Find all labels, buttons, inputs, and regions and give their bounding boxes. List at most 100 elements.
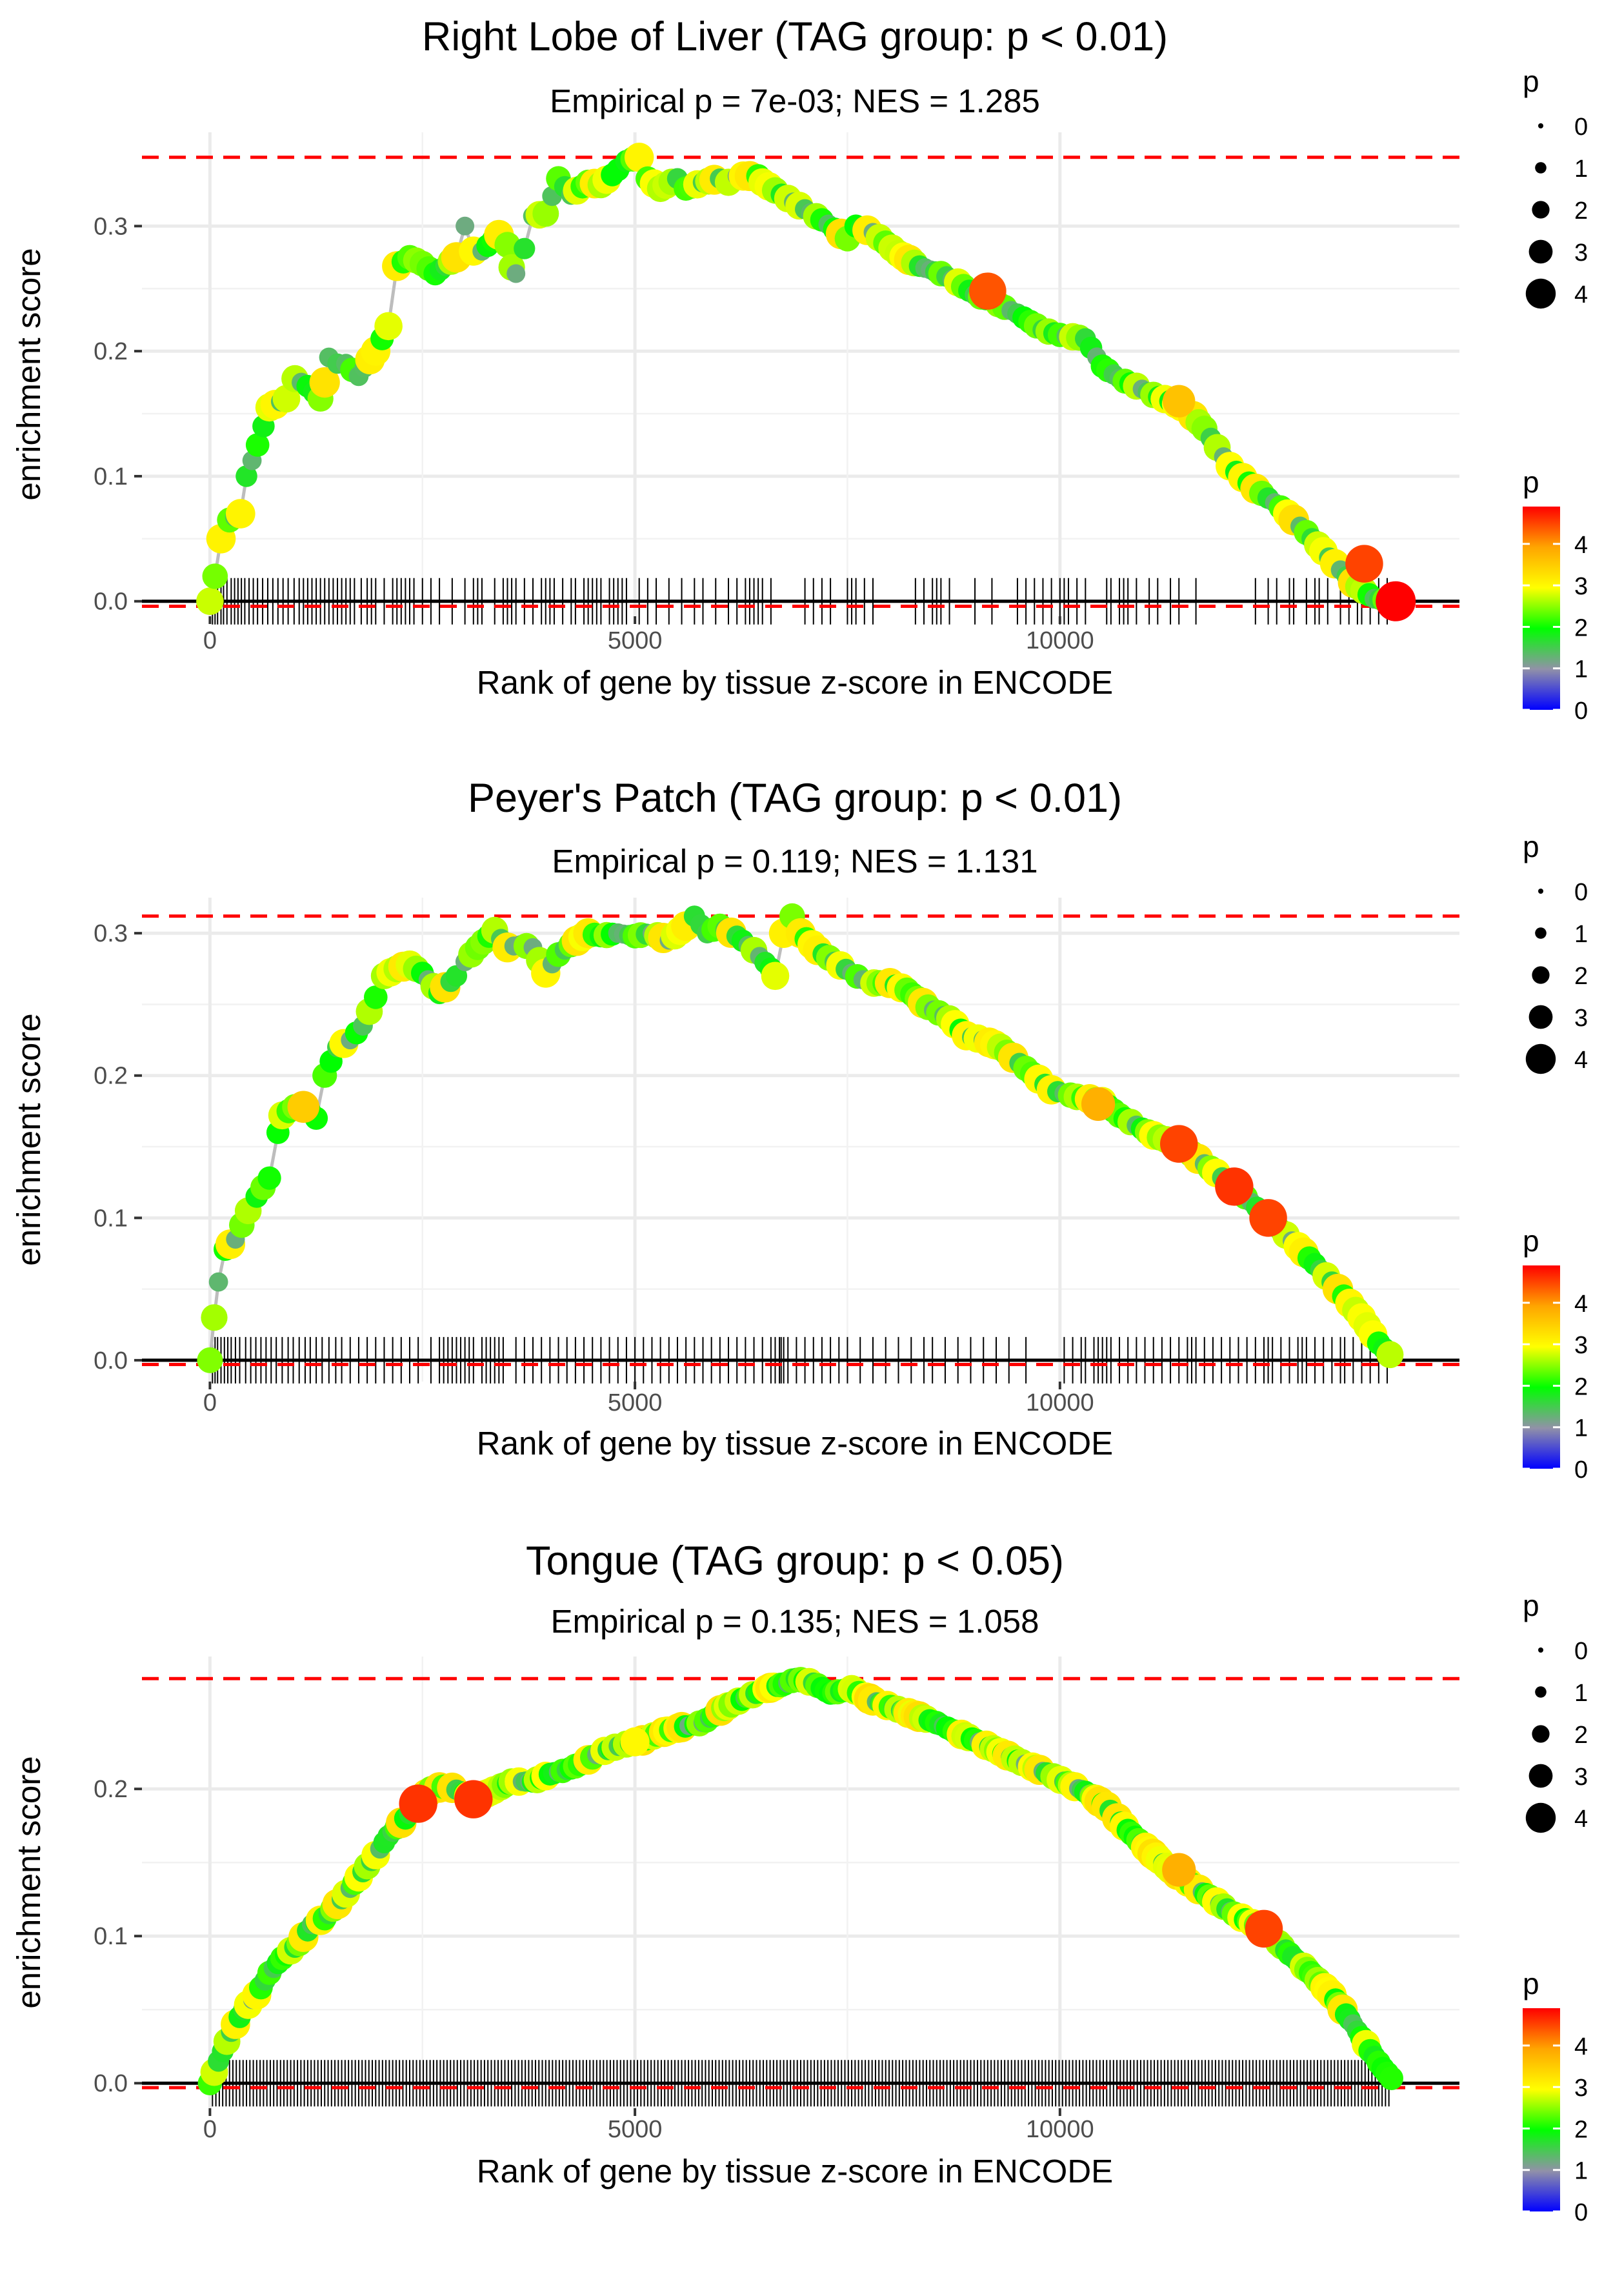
highlight-point [1245, 1909, 1283, 1948]
colorbar-label: 2 [1574, 2116, 1588, 2143]
size-legend-key [1525, 1043, 1556, 1074]
y-tick-label: 0.1 [94, 1923, 128, 1950]
highlight-point [1163, 385, 1196, 418]
gene-point [364, 985, 388, 1009]
size-legend-key [1535, 1686, 1547, 1698]
highlight-point [1215, 1167, 1254, 1206]
chart-title: Peyer's Patch (TAG group: p < 0.01) [468, 776, 1122, 821]
size-legend-label: 0 [1574, 114, 1588, 141]
highlight-point [1249, 1199, 1287, 1237]
colorbar-label: 4 [1574, 2033, 1588, 2060]
colorbar [1523, 1265, 1560, 1469]
x-tick-label: 10000 [1026, 1389, 1094, 1416]
gene-point [374, 312, 403, 341]
chart-subtitle: Empirical p = 7e-03; NES = 1.285 [550, 83, 1040, 119]
size-legend-key [1532, 966, 1550, 984]
y-axis-label: enrichment score [10, 1013, 47, 1265]
colorbar-label: 3 [1574, 1332, 1588, 1359]
highlight-point [969, 272, 1007, 310]
size-legend-label: 1 [1574, 1680, 1588, 1707]
y-tick-label: 0.3 [94, 920, 128, 947]
colorbar-label: 1 [1574, 2158, 1588, 2185]
gene-point [201, 1304, 228, 1331]
chart-title: Tongue (TAG group: p < 0.05) [526, 1538, 1064, 1584]
size-legend-key [1532, 1725, 1550, 1743]
highlight-point [1376, 581, 1416, 621]
gene-points [196, 143, 1416, 621]
gene-point [197, 1347, 223, 1373]
gene-point [761, 962, 790, 991]
x-axis-label: Rank of gene by tissue z-score in ENCODE [477, 1425, 1113, 1462]
gene-point [235, 465, 257, 487]
chart-svg: Right Lobe of Liver (TAG group: p < 0.01… [10, 14, 1588, 725]
gene-point [309, 367, 340, 398]
gene-points [197, 903, 1404, 1373]
gene-point [202, 563, 228, 589]
size-legend-key [1538, 123, 1543, 128]
y-tick-label: 0.2 [94, 1776, 128, 1803]
chart-subtitle: Empirical p = 0.135; NES = 1.058 [551, 1603, 1039, 1640]
highlight-point [1081, 1087, 1116, 1121]
size-legend-key [1538, 1647, 1543, 1653]
gene-point [532, 200, 559, 227]
gene-point [1376, 1341, 1404, 1369]
x-tick-label: 0 [203, 1389, 217, 1416]
size-legend-title: p [1523, 1589, 1539, 1622]
colorbar-label: 2 [1574, 614, 1588, 641]
chart-title: Right Lobe of Liver (TAG group: p < 0.01… [422, 14, 1168, 59]
y-tick-label: 0.1 [94, 1205, 128, 1232]
chart-svg: Peyer's Patch (TAG group: p < 0.01) Empir… [10, 776, 1588, 1484]
gene-point [226, 499, 255, 529]
colorbar-label: 3 [1574, 2075, 1588, 2102]
chart-subtitle: Empirical p = 0.119; NES = 1.131 [552, 843, 1037, 880]
size-legend-key [1525, 1802, 1556, 1833]
x-tick-label: 5000 [608, 1389, 663, 1416]
y-axis-label: enrichment score [10, 248, 47, 500]
color-legend-title: p [1523, 1224, 1539, 1258]
highlight-point [287, 1091, 320, 1123]
size-legend-key [1525, 278, 1556, 309]
size-legend-label: 0 [1574, 1638, 1588, 1665]
colorbar-label: 0 [1574, 1456, 1588, 1484]
highlight-point [454, 1780, 493, 1818]
size-legend-label: 2 [1574, 963, 1588, 990]
gene-point [257, 1166, 281, 1190]
size-legend-title: p [1523, 65, 1539, 98]
x-tick-label: 5000 [608, 627, 663, 654]
size-legend-key [1528, 239, 1553, 264]
size-legend-key [1528, 1764, 1553, 1788]
size-legend-label: 4 [1574, 281, 1588, 308]
size-legend-label: 1 [1574, 156, 1588, 183]
size-legend-label: 4 [1574, 1047, 1588, 1074]
x-tick-label: 10000 [1026, 627, 1094, 654]
y-tick-label: 0.2 [94, 338, 128, 365]
x-axis-label: Rank of gene by tissue z-score in ENCODE [477, 664, 1113, 701]
size-legend-label: 3 [1574, 239, 1588, 267]
size-legend-key [1535, 927, 1547, 939]
size-legend-label: 0 [1574, 879, 1588, 906]
colorbar-label: 0 [1574, 2199, 1588, 2226]
gene-point [208, 1272, 228, 1292]
enrichment-line [208, 1677, 1398, 2084]
gene-point [514, 237, 536, 259]
colorbar-label: 4 [1574, 532, 1588, 559]
colorbar-label: 2 [1574, 1373, 1588, 1400]
size-legend-label: 2 [1574, 1722, 1588, 1749]
color-legend-title: p [1523, 465, 1539, 499]
colorbar [1523, 507, 1560, 710]
gene-point [506, 264, 526, 283]
x-tick-label: 0 [203, 2116, 217, 2143]
highlight-point [620, 1727, 650, 1757]
gene-point [196, 587, 224, 615]
enrichment-line [208, 155, 1396, 603]
panel-peyers-patch: Peyer's Patch (TAG group: p < 0.01) Empir… [0, 765, 1613, 1531]
colorbar-label: 0 [1574, 698, 1588, 725]
gene-points [197, 1667, 1404, 2095]
size-legend-label: 1 [1574, 921, 1588, 948]
size-legend-key [1538, 889, 1543, 894]
gene-point [245, 433, 270, 457]
colorbar-label: 4 [1574, 1291, 1588, 1318]
panel-tongue: Tongue (TAG group: p < 0.05) Empirical p … [0, 1531, 1613, 2296]
panel-right-lobe-of-liver: Right Lobe of Liver (TAG group: p < 0.01… [0, 0, 1613, 765]
colorbar [1523, 2008, 1560, 2211]
